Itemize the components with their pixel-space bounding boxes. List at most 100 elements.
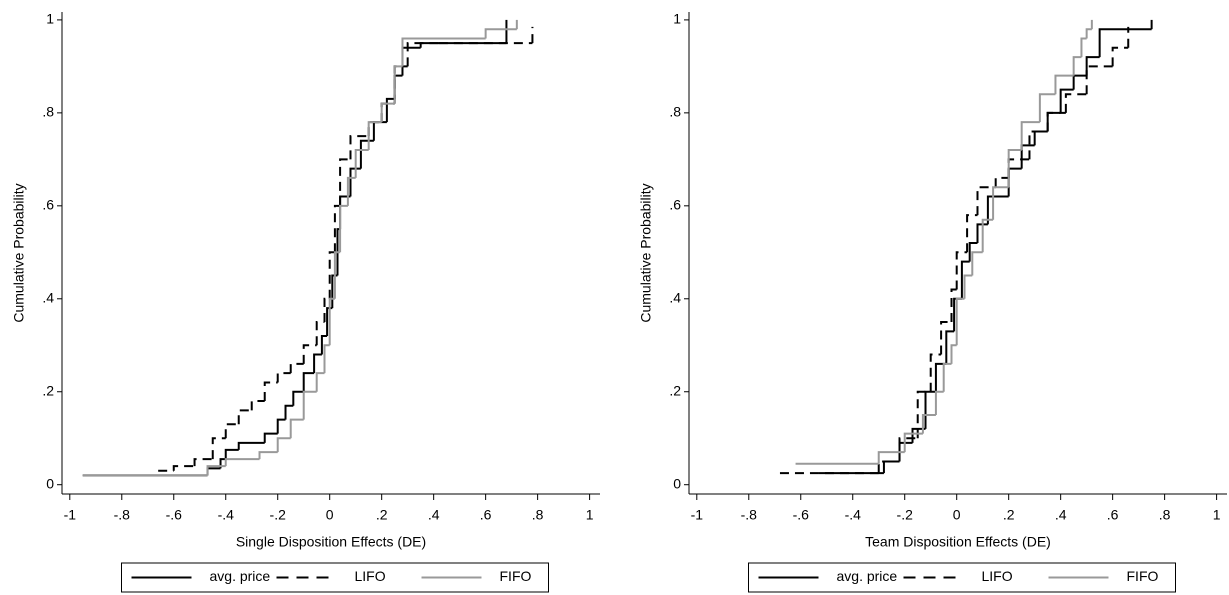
step-segment	[328, 297, 335, 346]
step-segment	[250, 400, 265, 411]
x-tick-label: .2	[1003, 507, 1015, 523]
step-segment	[258, 451, 278, 460]
x-tick-label: -1	[64, 507, 77, 523]
step-segment	[955, 251, 968, 290]
step-segment	[172, 465, 195, 471]
step-segment	[367, 121, 382, 151]
step-segment	[315, 321, 325, 346]
step-segment	[224, 448, 239, 460]
step-segment	[484, 28, 517, 39]
y-tick-label: 1	[46, 11, 54, 27]
x-tick-label: 0	[953, 507, 961, 523]
step-segment	[401, 46, 421, 76]
step-segment	[359, 139, 374, 169]
step-segment	[1098, 28, 1152, 58]
step-segment	[916, 390, 931, 439]
step-segment	[339, 195, 351, 230]
step-segment	[953, 297, 962, 332]
step-segment	[992, 186, 1009, 220]
step-segment	[323, 297, 330, 323]
step-segment	[320, 334, 328, 355]
x-tick-label: -.2	[897, 507, 914, 523]
x-tick-label: -1	[691, 507, 704, 523]
step-segment	[224, 423, 239, 439]
step-segment	[1080, 37, 1087, 58]
step-segment	[349, 135, 369, 160]
step-segment	[333, 251, 341, 299]
step-segment	[1059, 88, 1074, 113]
step-segment	[898, 437, 918, 462]
y-tick-label: 0	[673, 475, 681, 491]
y-tick-label: .2	[42, 382, 54, 398]
step-segment	[1007, 167, 1022, 197]
step-segment	[877, 460, 900, 474]
step-segment	[945, 330, 955, 364]
step-segment	[986, 195, 1009, 225]
step-segment	[302, 344, 317, 364]
step-segment	[1072, 56, 1082, 76]
y-tick-label: .6	[669, 197, 681, 213]
step-segment	[903, 432, 923, 453]
step-segment	[950, 288, 957, 323]
step-segment	[1111, 46, 1129, 67]
x-tick-label: .6	[1107, 507, 1119, 523]
step-segment	[206, 465, 226, 476]
step-segment	[276, 437, 291, 453]
step-segment	[1046, 111, 1066, 132]
step-segment	[367, 121, 382, 137]
y-tick-label: .6	[42, 197, 54, 213]
step-segment	[206, 467, 221, 476]
step-segment	[339, 204, 348, 253]
step-segment	[289, 362, 304, 374]
step-segment	[385, 97, 395, 123]
step-segment	[966, 214, 978, 253]
step-segment	[393, 74, 403, 99]
x-tick-label: -.6	[793, 507, 810, 523]
step-segment	[302, 372, 315, 392]
y-tick-label: 1	[673, 11, 681, 27]
x-tick-label: .8	[1159, 507, 1171, 523]
step-segment	[380, 102, 395, 123]
step-segment	[1085, 56, 1100, 76]
step-segment	[292, 390, 304, 406]
x-tick-label: .4	[428, 507, 440, 523]
x-tick-label: .4	[1055, 507, 1067, 523]
step-segment	[289, 418, 304, 439]
step-segment	[929, 353, 942, 392]
x-axis-title: Single Disposition Effects (DE)	[236, 534, 426, 550]
x-tick-label: 0	[326, 507, 334, 523]
step-segment	[955, 297, 965, 346]
legend-label: avg. price	[837, 568, 898, 584]
step-segment	[237, 441, 265, 450]
legend-label: avg. price	[210, 568, 271, 584]
step-segment	[924, 390, 936, 429]
x-tick-label: -.4	[845, 507, 862, 523]
step-segment	[1046, 111, 1061, 132]
step-segment	[276, 418, 286, 434]
step-segment	[237, 409, 252, 425]
step-segment	[921, 413, 936, 434]
step-segment	[354, 149, 369, 178]
step-segment	[406, 42, 439, 67]
x-tick-label: .2	[376, 507, 388, 523]
x-axis-title: Team Disposition Effects (DE)	[865, 534, 1051, 550]
step-segment	[963, 274, 973, 299]
step-segment	[346, 176, 356, 206]
step-segment	[1054, 74, 1074, 95]
step-segment	[877, 451, 905, 464]
step-segment	[401, 37, 486, 67]
y-tick-label: .2	[669, 382, 681, 398]
step-segment	[284, 404, 294, 420]
step-segment	[333, 204, 341, 253]
step-segment	[1007, 149, 1022, 188]
x-tick-label: 1	[1213, 507, 1221, 523]
step-segment	[313, 353, 322, 374]
step-segment	[1085, 65, 1113, 95]
step-segment	[1020, 144, 1035, 169]
x-tick-label: .8	[532, 507, 544, 523]
step-segment	[349, 167, 361, 197]
x-tick-label: -.4	[218, 507, 235, 523]
step-segment	[328, 251, 335, 299]
y-axis-title: Cumulative Probability	[11, 183, 27, 322]
legend-label: LIFO	[982, 568, 1013, 584]
